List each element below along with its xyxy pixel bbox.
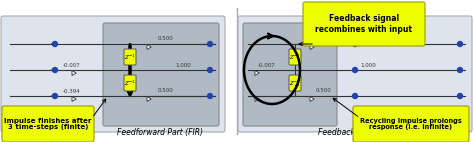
Polygon shape: [310, 44, 314, 50]
Text: -0.007: -0.007: [258, 63, 276, 68]
Text: $Z^{-1}$: $Z^{-1}$: [124, 78, 136, 88]
Circle shape: [457, 41, 463, 46]
Text: 0.500: 0.500: [316, 88, 332, 93]
Polygon shape: [147, 97, 151, 102]
Text: -0.394: -0.394: [63, 89, 81, 94]
Circle shape: [208, 41, 212, 46]
FancyBboxPatch shape: [289, 49, 301, 65]
FancyBboxPatch shape: [238, 16, 472, 132]
Text: 0.500: 0.500: [158, 88, 174, 93]
Text: Feedback signal
recombines with input: Feedback signal recombines with input: [316, 14, 412, 34]
Text: $Z^{-1}$: $Z^{-1}$: [289, 78, 301, 88]
Text: Impulse finishes after
3 time-steps (finite): Impulse finishes after 3 time-steps (fin…: [4, 117, 91, 130]
Circle shape: [353, 41, 357, 46]
Polygon shape: [72, 70, 76, 76]
FancyBboxPatch shape: [124, 75, 136, 91]
FancyBboxPatch shape: [103, 23, 219, 126]
Circle shape: [208, 93, 212, 99]
Text: 0.500: 0.500: [158, 36, 174, 41]
Polygon shape: [255, 97, 259, 102]
Circle shape: [457, 67, 463, 73]
Text: $Z^{-1}$: $Z^{-1}$: [124, 52, 136, 62]
FancyBboxPatch shape: [1, 16, 225, 132]
FancyBboxPatch shape: [353, 106, 469, 142]
Circle shape: [53, 41, 57, 46]
Circle shape: [208, 67, 212, 73]
Text: -0.007: -0.007: [63, 63, 81, 68]
Polygon shape: [72, 97, 76, 102]
Circle shape: [457, 93, 463, 99]
Polygon shape: [147, 44, 151, 50]
Circle shape: [353, 67, 357, 73]
Text: 1.000: 1.000: [360, 63, 376, 68]
Text: Feedforward Part (FIR): Feedforward Part (FIR): [117, 128, 203, 137]
Polygon shape: [310, 97, 314, 102]
Text: Feedback Part: Feedback Part: [318, 128, 372, 137]
FancyBboxPatch shape: [303, 2, 425, 46]
FancyBboxPatch shape: [243, 23, 337, 126]
Circle shape: [53, 93, 57, 99]
Text: Recycling Impulse prolongs
response (i.e. infinite): Recycling Impulse prolongs response (i.e…: [360, 117, 462, 130]
Circle shape: [53, 67, 57, 73]
Text: 0.500: 0.500: [316, 36, 332, 41]
Polygon shape: [255, 70, 259, 76]
FancyBboxPatch shape: [2, 106, 94, 142]
Text: $Z^{-1}$: $Z^{-1}$: [289, 52, 301, 62]
Text: 1.000: 1.000: [175, 63, 191, 68]
FancyBboxPatch shape: [289, 75, 301, 91]
Circle shape: [353, 93, 357, 99]
FancyBboxPatch shape: [124, 49, 136, 65]
